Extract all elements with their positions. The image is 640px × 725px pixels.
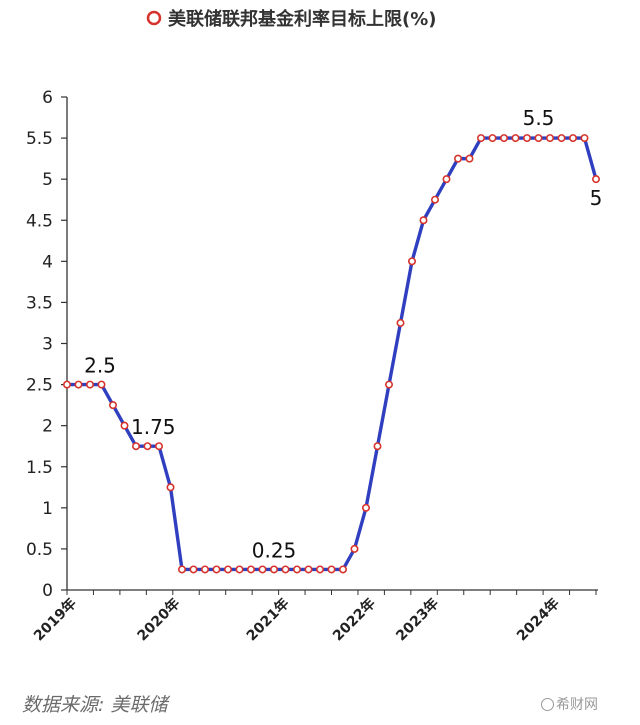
y-tick-label: 0: [42, 581, 53, 601]
data-point: [166, 483, 175, 492]
data-point: [143, 442, 152, 451]
data-point: [74, 380, 83, 389]
data-point: [338, 565, 347, 574]
data-point: [350, 544, 359, 553]
series-rate: [67, 136, 598, 572]
x-tick-labels: 2019年 2020年 2021年 2022年 2023年 2024年: [30, 590, 597, 644]
data-point: [212, 565, 221, 574]
y-tick-label: 6: [42, 88, 53, 108]
y-tick-label: 4.5: [26, 211, 53, 231]
data-point: [511, 134, 520, 143]
rate-chart: 美联储联邦基金利率目标上限(%) 0 0.5 1 1.5 2 2.5 3 3.5 4 4.5 5 5.…: [26, 8, 602, 644]
data-point: [189, 565, 198, 574]
data-point: [155, 442, 164, 451]
data-point: [269, 565, 278, 574]
data-point: [292, 565, 301, 574]
data-point: [258, 565, 267, 574]
x-tick-label: 2021年: [243, 595, 292, 644]
y-tick-label: 2.5: [26, 376, 53, 396]
y-tick-label: 1: [42, 499, 53, 519]
y-tick-label: 3: [42, 335, 53, 355]
data-point: [178, 565, 187, 574]
y-tick-label: 0.5: [26, 540, 53, 560]
x-tick-label: 2019年: [30, 595, 79, 644]
data-point: [568, 134, 577, 143]
x-tick-label: 2020年: [134, 595, 183, 644]
data-point: [315, 565, 324, 574]
data-point: [224, 565, 233, 574]
data-point: [591, 175, 600, 184]
data-point: [120, 421, 129, 430]
data-point: [430, 195, 439, 204]
data-point: [557, 134, 566, 143]
data-point: [419, 216, 428, 225]
x-tick-label: 2022年: [329, 595, 378, 644]
data-point: [522, 134, 531, 143]
data-point: [304, 565, 313, 574]
data-point: [384, 380, 393, 389]
watermark-text: 希财网: [556, 697, 598, 713]
data-point: [109, 401, 118, 410]
data-point: [373, 442, 382, 451]
data-point: [407, 257, 416, 266]
data-point: [86, 380, 95, 389]
data-point: [361, 503, 370, 512]
legend-marker: [146, 10, 162, 26]
data-label: 5.5: [523, 106, 555, 130]
data-point: [327, 565, 336, 574]
data-point: [453, 154, 462, 163]
chart-axes: [66, 97, 598, 591]
data-point: [97, 380, 106, 389]
y-tick-label: 4: [42, 252, 53, 272]
series-markers: [62, 134, 600, 574]
data-point: [396, 318, 405, 327]
watermark: 希财网: [541, 694, 598, 714]
x-tick-label: 2024年: [513, 595, 562, 644]
source-note: 数据来源: 美联储: [22, 694, 168, 716]
y-tick-label: 2: [42, 417, 53, 437]
y-tick-label: 5.5: [26, 129, 53, 149]
data-label: 2.5: [84, 354, 116, 378]
y-tick-label: 3.5: [26, 293, 53, 313]
chart-title: 美联储联邦基金利率目标上限(%): [168, 8, 437, 30]
data-point: [281, 565, 290, 574]
data-annotations: 2.5 1.75 0.25 5.5 5: [84, 106, 602, 562]
data-point: [442, 175, 451, 184]
data-point: [201, 565, 210, 574]
x-tick-label: 2023年: [393, 595, 442, 644]
series-line: [67, 136, 598, 572]
watermark-icon: [541, 698, 554, 711]
data-point: [465, 154, 474, 163]
y-tick-label: 1.5: [26, 458, 53, 478]
data-point: [247, 565, 256, 574]
data-label: 5: [590, 186, 603, 210]
data-point: [545, 134, 554, 143]
data-label: 1.75: [131, 415, 176, 439]
y-tick-label: 5: [42, 170, 53, 190]
data-point: [580, 134, 589, 143]
data-point: [62, 380, 71, 389]
data-point: [476, 134, 485, 143]
data-point: [132, 442, 141, 451]
data-point: [235, 565, 244, 574]
data-point: [499, 134, 508, 143]
data-label: 0.25: [252, 538, 297, 562]
y-tick-labels: 0 0.5 1 1.5 2 2.5 3 3.5 4 4.5 5 5.5 6: [26, 88, 67, 601]
chart-legend: 美联储联邦基金利率目标上限(%): [146, 8, 437, 30]
data-point: [488, 134, 497, 143]
data-point: [534, 134, 543, 143]
